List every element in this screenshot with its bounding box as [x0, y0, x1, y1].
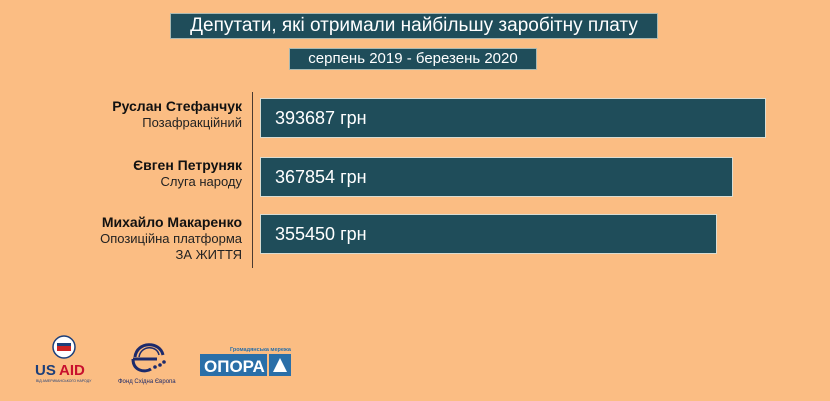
svg-text:Фонд Східна Європа: Фонд Східна Європа	[118, 379, 176, 385]
party-label: Слуга народу	[160, 174, 242, 189]
svg-text:US: US	[35, 362, 56, 379]
usaid-logo: US AID ВІД АМЕРИКАНСЬКОГО НАРОДУ	[35, 335, 92, 383]
bar: 367854 грн	[260, 157, 733, 197]
svg-text:ВІД АМЕРИКАНСЬКОГО НАРОДУ: ВІД АМЕРИКАНСЬКОГО НАРОДУ	[36, 379, 92, 383]
bar: 393687 грн	[260, 98, 766, 138]
opora-logo: Громадянська мережа ОПОРА	[200, 347, 292, 376]
svg-text:ОПОРА: ОПОРА	[204, 357, 265, 376]
svg-text:Громадянська мережа: Громадянська мережа	[230, 347, 292, 353]
category-label: Руслан Стефанчук Позафракційний	[112, 98, 242, 131]
category-label: Євген Петруняк Слуга народу	[133, 157, 242, 190]
deputy-name: Руслан Стефанчук	[112, 98, 242, 114]
deputy-name: Євген Петруняк	[133, 157, 242, 173]
data-label: 367854 грн	[275, 167, 367, 187]
category-label: Михайло Макаренко Опозиційна платформа ЗА …	[100, 214, 242, 263]
chart-title: Депутати, які отримали найбільшу заробіт…	[170, 13, 658, 39]
data-label: 355450 грн	[275, 224, 367, 244]
data-label: 393687 грн	[275, 108, 367, 128]
east-europe-foundation-logo: Фонд Східна Європа	[118, 343, 176, 385]
chart-subtitle: серпень 2019 - березень 2020	[289, 48, 537, 70]
bar: 355450 грн	[260, 214, 717, 254]
deputy-name: Михайло Макаренко	[101, 214, 242, 230]
party-label: ЗА ЖИТТЯ	[175, 247, 242, 262]
party-label: Опозиційна платформа	[100, 231, 242, 246]
axis-line	[252, 92, 253, 268]
svg-text:AID: AID	[59, 362, 85, 379]
party-label: Позафракційний	[142, 115, 242, 130]
